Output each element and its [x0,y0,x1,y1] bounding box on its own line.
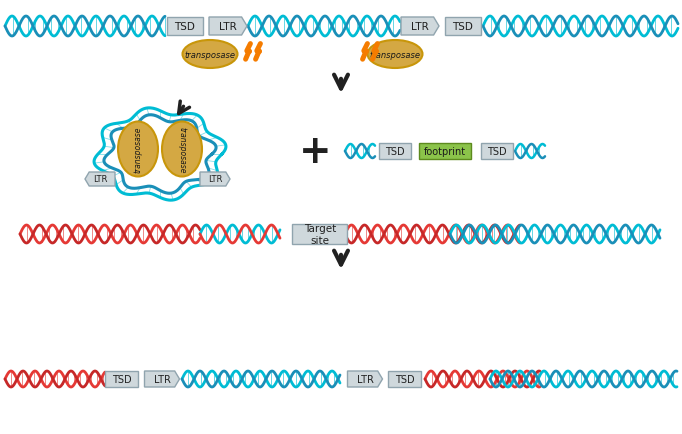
Text: transposase: transposase [177,126,186,173]
FancyBboxPatch shape [106,371,138,387]
Text: transposase: transposase [370,50,421,59]
Text: LTR: LTR [208,175,222,184]
Text: TSD: TSD [395,374,415,384]
Ellipse shape [183,41,237,69]
Text: TSD: TSD [453,22,473,32]
Text: TSD: TSD [175,22,196,32]
Ellipse shape [118,122,158,177]
Polygon shape [145,371,179,387]
Ellipse shape [162,122,202,177]
Text: TSD: TSD [385,147,405,157]
Text: TSD: TSD [112,374,132,384]
Polygon shape [401,18,439,36]
Polygon shape [85,173,115,187]
FancyBboxPatch shape [419,144,471,160]
Polygon shape [348,371,383,387]
Text: LTR: LTR [93,175,107,184]
FancyBboxPatch shape [389,371,421,387]
Polygon shape [200,173,230,187]
FancyBboxPatch shape [167,18,203,36]
Text: LTR: LTR [357,374,374,384]
Text: LTR: LTR [153,374,170,384]
Text: +: + [299,133,331,171]
Polygon shape [209,18,247,36]
FancyBboxPatch shape [293,224,348,244]
Text: Target
site: Target site [304,224,336,245]
Ellipse shape [368,41,423,69]
FancyBboxPatch shape [379,144,411,160]
Text: LTR: LTR [411,22,429,32]
Text: TSD: TSD [487,147,507,157]
Text: LTR: LTR [219,22,237,32]
Text: footprint: footprint [424,147,466,157]
Text: transposase: transposase [134,126,143,173]
Text: transposase: transposase [185,50,235,59]
FancyBboxPatch shape [481,144,513,160]
FancyBboxPatch shape [445,18,481,36]
